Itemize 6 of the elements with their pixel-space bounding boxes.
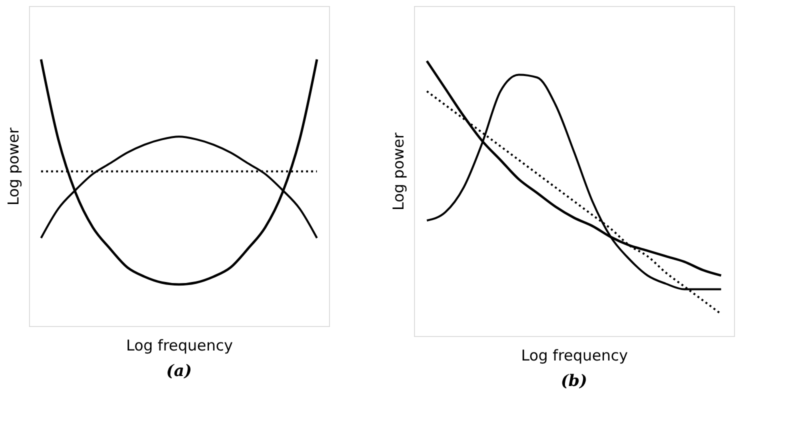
text: (a) <box>166 361 192 380</box>
y-axis-title: Log power <box>4 126 22 206</box>
text: (b) <box>560 371 588 390</box>
x-axis-title: Log frequency <box>126 336 234 354</box>
x-axis-title: Log frequency <box>521 346 628 364</box>
y-axis-title: Log power <box>390 132 408 210</box>
